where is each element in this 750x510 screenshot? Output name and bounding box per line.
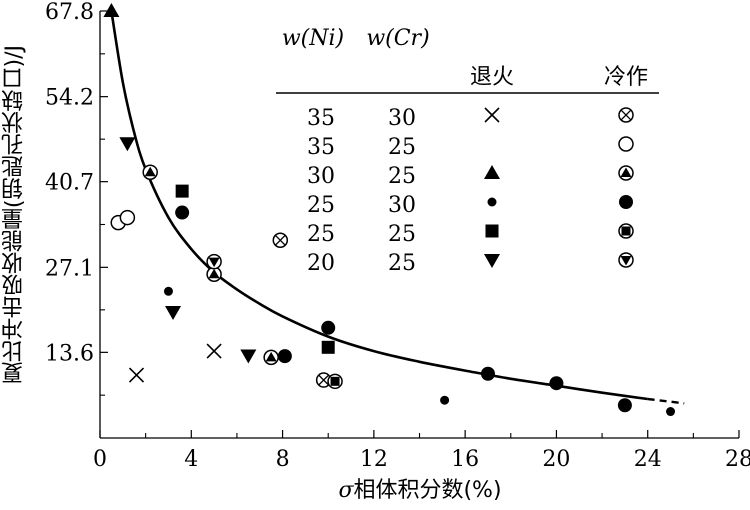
legend-cr-value: 30 bbox=[388, 106, 416, 131]
legend-ni-value: 25 bbox=[307, 193, 335, 218]
y-tick-label: 27.1 bbox=[45, 256, 94, 281]
y-axis-label: 夏比冲击吸收能量(钥匙孔状缺口)/J bbox=[2, 45, 27, 385]
trend-curve-extension bbox=[647, 397, 685, 405]
x-tick-label: 12 bbox=[360, 447, 388, 472]
data-point-circle-x bbox=[272, 232, 289, 248]
legend-cold-marker bbox=[618, 107, 634, 123]
legend-header-annealed: 退火 bbox=[470, 65, 514, 90]
x-tick-label: 0 bbox=[93, 447, 107, 472]
legend-cr-value: 25 bbox=[388, 135, 416, 160]
data-point-dot-small bbox=[440, 395, 450, 405]
data-point-square bbox=[175, 184, 189, 198]
legend-cr-value: 25 bbox=[388, 251, 416, 276]
legend-ni-value: 35 bbox=[307, 135, 335, 160]
x-tick-label: 4 bbox=[184, 447, 198, 472]
y-tick-label: 40.7 bbox=[45, 171, 94, 196]
data-point-triangle-down bbox=[165, 306, 182, 321]
legend-ni-value: 25 bbox=[307, 222, 335, 247]
data-points-group bbox=[103, 3, 676, 417]
legend-ni-value: 20 bbox=[307, 251, 335, 276]
axes-group: 0 4 8 12 16 20 24 28 13.6 27.1 40.7 54.2 67.8 bbox=[45, 0, 750, 472]
legend-header-cold: 冷作 bbox=[604, 65, 648, 90]
x-tick-label: 16 bbox=[451, 447, 479, 472]
y-tick-label: 54.2 bbox=[45, 86, 94, 111]
legend-cold-marker bbox=[618, 165, 634, 181]
x-tick-label: 28 bbox=[725, 447, 750, 472]
x-axis-label-text: 相体积分数(%) bbox=[353, 478, 502, 503]
legend-cold-marker bbox=[619, 195, 633, 209]
legend-cr-value: 25 bbox=[388, 164, 416, 189]
data-point-circle-filled bbox=[175, 205, 190, 220]
trend-curve bbox=[110, 10, 648, 401]
legend-ni-value: 30 bbox=[307, 164, 335, 189]
legend-header-cr: w(Cr) bbox=[366, 26, 429, 51]
data-point-circle-square bbox=[327, 373, 343, 390]
data-point-x bbox=[206, 343, 222, 359]
legend-cold-marker bbox=[618, 252, 634, 268]
data-point-triangle-down bbox=[240, 349, 257, 364]
data-point-circle-triangle-up bbox=[263, 349, 279, 366]
data-point-dot-small bbox=[666, 407, 676, 417]
y-tick-label: 13.6 bbox=[45, 341, 94, 366]
y-axis-label-box: 夏比冲击吸收能量(钥匙孔状缺口)/J bbox=[0, 0, 30, 430]
legend-cold-marker bbox=[618, 136, 634, 152]
legend: w(Ni) w(Cr) 退火 冷作 35 30 35 25 30 25 25 30 25 25 20… bbox=[276, 26, 659, 276]
data-point-triangle-up bbox=[103, 3, 120, 17]
data-point-circle-triangle-down bbox=[206, 253, 222, 270]
legend-cold-marker bbox=[618, 223, 634, 239]
x-axis-label-symbol: σ bbox=[338, 478, 354, 503]
legend-ni-value: 35 bbox=[307, 106, 335, 131]
data-point-triangle-down bbox=[119, 137, 136, 152]
legend-annealed-marker bbox=[484, 165, 500, 179]
data-point-circle-filled bbox=[321, 320, 336, 335]
x-tick-label: 24 bbox=[634, 447, 662, 472]
data-point-circle-triangle-up bbox=[206, 266, 222, 283]
data-point-circle-open bbox=[119, 209, 136, 226]
x-axis-label: σ相体积分数(%) bbox=[270, 472, 570, 504]
data-point-circle-filled bbox=[480, 366, 495, 381]
trend-curve-group bbox=[110, 10, 685, 405]
legend-annealed-marker bbox=[484, 254, 500, 268]
data-point-dot-small bbox=[163, 286, 173, 296]
legend-annealed-marker bbox=[485, 224, 499, 238]
data-point-square bbox=[321, 340, 335, 354]
legend-header-ni: w(Ni) bbox=[282, 26, 344, 51]
legend-annealed-marker bbox=[484, 107, 500, 123]
data-point-circle-filled bbox=[277, 349, 292, 364]
data-point-circle-triangle-up bbox=[142, 164, 158, 180]
legend-annealed-marker bbox=[487, 197, 497, 207]
data-point-circle-filled bbox=[617, 398, 632, 413]
data-point-x bbox=[128, 367, 145, 383]
x-tick-label: 20 bbox=[542, 447, 570, 472]
legend-cr-value: 25 bbox=[388, 222, 416, 247]
legend-cr-value: 30 bbox=[388, 193, 416, 218]
y-tick-label: 67.8 bbox=[45, 0, 94, 25]
data-point-circle-filled bbox=[549, 376, 564, 391]
x-tick-label: 8 bbox=[276, 447, 290, 472]
